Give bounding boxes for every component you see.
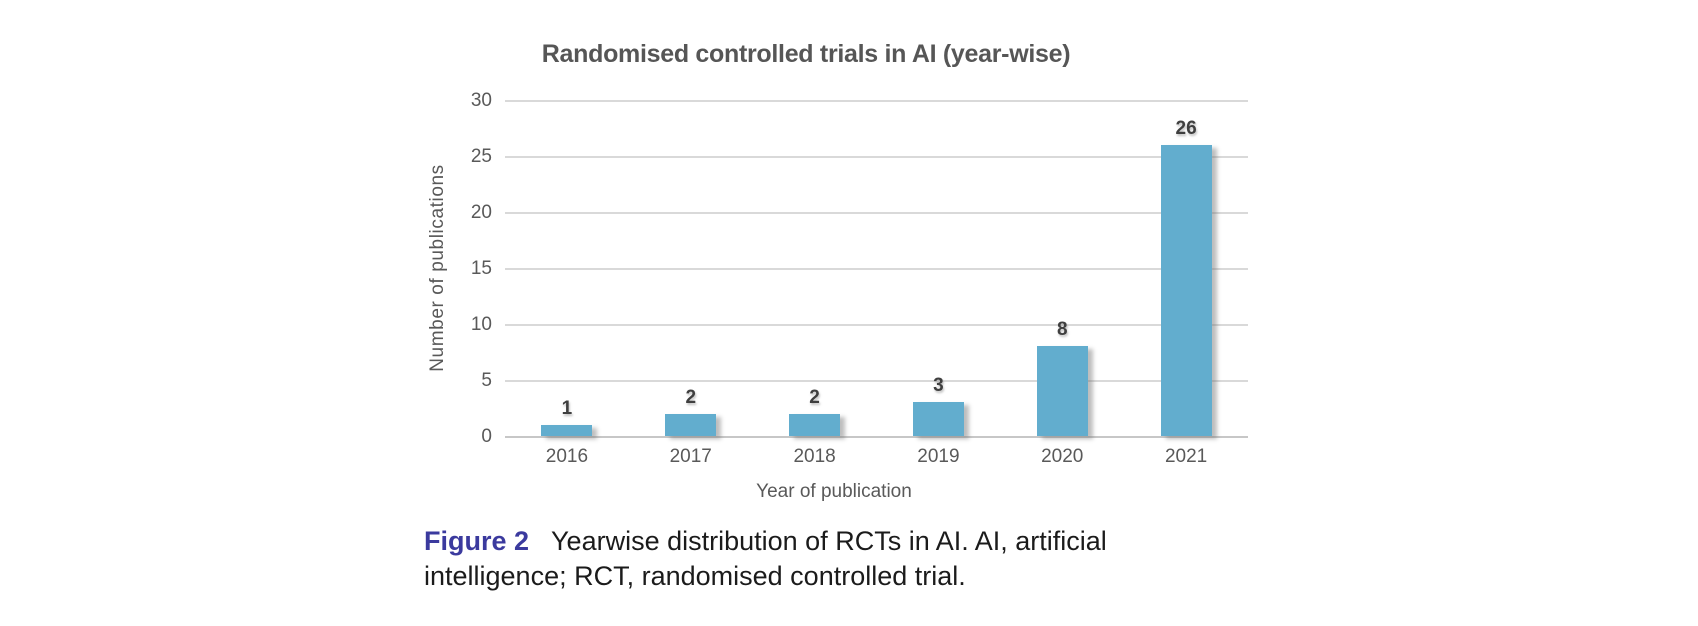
y-axis-title: Number of publications bbox=[427, 164, 448, 372]
x-axis-title: Year of publication bbox=[756, 481, 912, 502]
gridline-y5 bbox=[505, 380, 1248, 382]
bar-2019 bbox=[912, 402, 964, 436]
y-tick-label-20: 20 bbox=[470, 202, 492, 223]
y-tick-label-25: 25 bbox=[470, 146, 492, 167]
bar-value-label-2020: 8 bbox=[1056, 319, 1068, 341]
bar-value-label-2017: 2 bbox=[685, 386, 697, 408]
x-tick-label-2017: 2017 bbox=[669, 446, 712, 467]
gridline-y30 bbox=[505, 100, 1248, 102]
gridline-y15 bbox=[505, 268, 1248, 270]
x-tick-label-2016: 2016 bbox=[545, 446, 589, 467]
y-tick-label-0: 0 bbox=[481, 426, 492, 447]
chart-title: Randomised controlled trials in AI (year… bbox=[541, 40, 1071, 68]
gridline-y20 bbox=[505, 212, 1248, 214]
x-axis-line bbox=[505, 436, 1248, 438]
bar-value-label-2019: 3 bbox=[933, 375, 944, 397]
caption-figure-label: Figure 2 bbox=[424, 526, 530, 556]
x-tick-label-2020: 2020 bbox=[1041, 446, 1084, 467]
caption-text-line1: Yearwise distribution of RCTs in AI. AI,… bbox=[551, 526, 1107, 556]
y-tick-label-30: 30 bbox=[470, 90, 492, 111]
bar-value-label-2021: 26 bbox=[1175, 117, 1197, 139]
gridline-y25 bbox=[505, 156, 1248, 158]
bar-2016 bbox=[541, 424, 593, 436]
bar-2021 bbox=[1160, 144, 1212, 436]
figure-caption: Figure 2 Yearwise distribution of RCTs in… bbox=[424, 524, 1184, 594]
y-tick-label-10: 10 bbox=[470, 314, 492, 335]
caption-line-1: Figure 2 Yearwise distribution of RCTs in… bbox=[424, 524, 1184, 559]
bar-2018 bbox=[789, 413, 841, 436]
bar-value-label-2016: 1 bbox=[561, 397, 573, 419]
x-tick-label-2021: 2021 bbox=[1164, 446, 1208, 467]
bar-2017 bbox=[665, 413, 717, 436]
y-tick-label-5: 5 bbox=[481, 370, 492, 391]
caption-line-2: intelligence; RCT, randomised controlled… bbox=[424, 561, 966, 591]
bar-value-label-2018: 2 bbox=[809, 386, 820, 408]
bar-2020 bbox=[1036, 346, 1088, 436]
x-tick-label-2018: 2018 bbox=[793, 446, 836, 467]
gridline-y10 bbox=[505, 324, 1248, 326]
y-tick-label-15: 15 bbox=[470, 258, 492, 279]
x-tick-label-2019: 2019 bbox=[917, 446, 960, 467]
